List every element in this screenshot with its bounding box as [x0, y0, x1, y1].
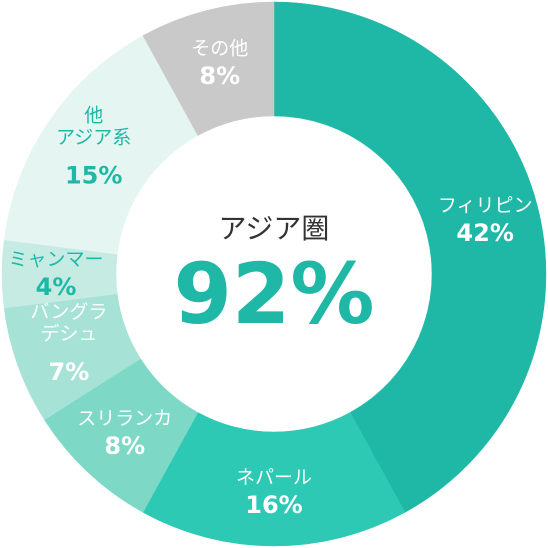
slice-value: 15%	[65, 161, 122, 189]
slice-name: その他	[191, 37, 248, 59]
slice-value: 7%	[49, 358, 90, 386]
slice-value: 42%	[456, 219, 513, 247]
slice-name: ミャンマー	[8, 249, 103, 271]
slice-value: 8%	[199, 62, 240, 90]
center-title: アジア圏	[219, 212, 330, 245]
slice	[3, 35, 199, 255]
center-value: 92%	[173, 245, 374, 343]
slice-name: 他アジア系	[56, 104, 131, 148]
slice-name: ネパール	[236, 467, 312, 489]
slice-name: フィリピン	[438, 194, 533, 216]
slice-value: 16%	[245, 491, 302, 519]
slice-value: 4%	[36, 273, 77, 301]
slice-value: 8%	[104, 432, 145, 460]
slice	[142, 1, 275, 136]
slice-name: バングラデシュ	[30, 300, 107, 344]
slice	[142, 412, 406, 547]
slice-name: スリランカ	[77, 407, 172, 429]
